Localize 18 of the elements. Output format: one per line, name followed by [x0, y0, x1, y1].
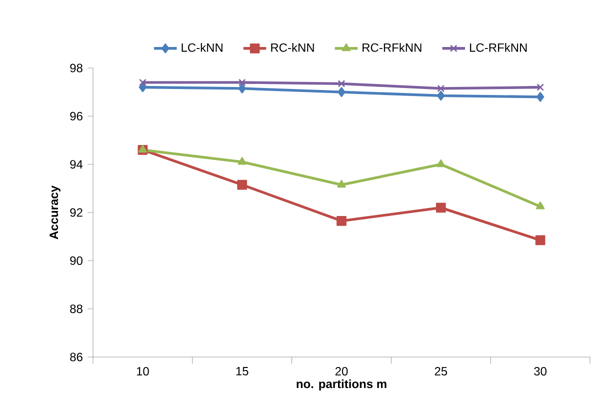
y-tick-label: 92: [70, 208, 82, 217]
x-tick-label: 25: [434, 367, 448, 376]
y-tick-label: 94: [70, 160, 83, 169]
x-axis-title: no. partitions m: [296, 379, 386, 391]
x-tick-label: 30: [534, 367, 547, 376]
y-tick-label: 90: [70, 256, 82, 265]
x-tick-label: 15: [236, 367, 248, 376]
y-tick-label: 96: [70, 112, 82, 120]
y-tick-label: 88: [70, 304, 82, 314]
x-tick-label: 20: [335, 367, 348, 376]
x-tick-label: 10: [136, 367, 149, 376]
legend-label: LC-RFkNN: [470, 43, 527, 52]
y-tick-label: 86: [70, 352, 82, 362]
legend-label: LC-kNN: [182, 43, 222, 52]
y-axis-title: Accuracy: [50, 186, 60, 240]
y-tick-label: 98: [70, 64, 82, 72]
legend-label: RC-kNN: [271, 43, 314, 52]
legend-label: RC-RFkNN: [362, 43, 422, 52]
